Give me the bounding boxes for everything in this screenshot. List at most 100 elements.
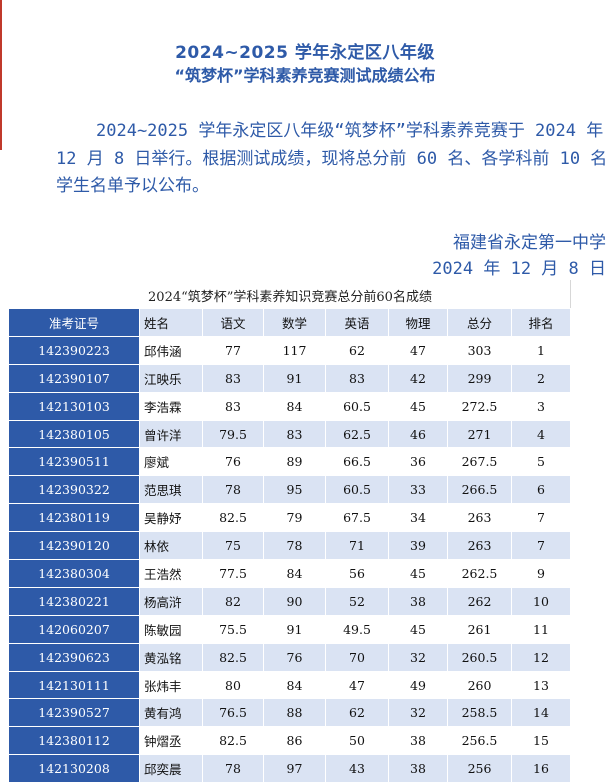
cell-name: 吴静妤 bbox=[139, 503, 203, 533]
cell-total: 261 bbox=[447, 614, 512, 644]
table-row: 142390120 林依 75 78 71 39 263 7 bbox=[8, 531, 571, 561]
cell-english: 50 bbox=[325, 726, 389, 756]
cell-name: 钟熠丞 bbox=[139, 726, 203, 756]
cell-physics: 45 bbox=[388, 614, 448, 644]
cell-total: 263 bbox=[447, 531, 512, 561]
header-rank: 排名 bbox=[511, 308, 571, 337]
cell-rank: 2 bbox=[511, 363, 571, 393]
cell-physics: 32 bbox=[388, 698, 448, 728]
cell-chinese: 78 bbox=[202, 754, 264, 783]
cell-name: 黄有鸿 bbox=[139, 698, 203, 728]
table-title: 2024“筑梦杯”学科素养知识竞赛总分前60名成绩 bbox=[148, 290, 432, 305]
cell-total: 256.5 bbox=[447, 726, 512, 756]
table-row: 142390107 江映乐 83 91 83 42 299 2 bbox=[8, 363, 571, 393]
cell-total: 263 bbox=[447, 503, 512, 533]
cell-name: 范思琪 bbox=[139, 475, 203, 505]
cell-math: 97 bbox=[263, 754, 326, 783]
cell-name: 邱伟涵 bbox=[139, 335, 203, 365]
table-row: 142380304 王浩然 77.5 84 56 45 262.5 9 bbox=[8, 559, 571, 588]
intro-paragraph: 2024~2025 学年永定区八年级“筑梦杯”学科素养竞赛于 2024 年 12… bbox=[56, 121, 608, 196]
cell-english: 60.5 bbox=[325, 391, 389, 421]
cell-math: 86 bbox=[263, 726, 326, 756]
cell-math: 78 bbox=[263, 531, 326, 561]
cell-total: 262 bbox=[447, 586, 512, 616]
cell-chinese: 82.5 bbox=[202, 503, 264, 533]
cell-math: 83 bbox=[263, 419, 326, 449]
cell-english: 43 bbox=[325, 754, 389, 783]
cell-exam-id: 142390107 bbox=[8, 363, 140, 393]
cell-chinese: 76.5 bbox=[202, 698, 264, 728]
cell-math: 91 bbox=[263, 614, 326, 644]
cell-name: 王浩然 bbox=[139, 559, 203, 588]
cell-exam-id: 142380119 bbox=[8, 503, 140, 533]
cell-exam-id: 142130111 bbox=[8, 670, 140, 700]
cell-english: 47 bbox=[325, 670, 389, 700]
cell-exam-id: 142130103 bbox=[8, 391, 140, 421]
cell-name: 李浩霖 bbox=[139, 391, 203, 421]
cell-exam-id: 142380221 bbox=[8, 586, 140, 616]
cell-physics: 33 bbox=[388, 475, 448, 505]
header-math: 数学 bbox=[263, 308, 326, 337]
cell-english: 56 bbox=[325, 559, 389, 588]
cell-exam-id: 142390623 bbox=[8, 642, 140, 672]
cell-english: 67.5 bbox=[325, 503, 389, 533]
table-row: 142380112 钟熠丞 82.5 86 50 38 256.5 15 bbox=[8, 726, 571, 756]
page-subtitle: “筑梦杯”学科素养竞赛测试成绩公布 bbox=[174, 66, 436, 85]
cell-math: 117 bbox=[263, 335, 326, 365]
cell-name: 黄泓铭 bbox=[139, 642, 203, 672]
cell-chinese: 80 bbox=[202, 670, 264, 700]
cell-chinese: 82.5 bbox=[202, 642, 264, 672]
cell-total: 267.5 bbox=[447, 447, 512, 477]
cell-physics: 45 bbox=[388, 391, 448, 421]
cell-chinese: 82.5 bbox=[202, 726, 264, 756]
table-row: 142130103 李浩霖 83 84 60.5 45 272.5 3 bbox=[8, 391, 571, 421]
table-header-row: 准考证号 姓名 语文 数学 英语 物理 总分 排名 bbox=[8, 308, 571, 337]
cell-total: 260.5 bbox=[447, 642, 512, 672]
cell-english: 49.5 bbox=[325, 614, 389, 644]
cell-exam-id: 142390120 bbox=[8, 531, 140, 561]
header-chinese: 语文 bbox=[202, 308, 264, 337]
cell-physics: 32 bbox=[388, 642, 448, 672]
cell-english: 62 bbox=[325, 335, 389, 365]
cell-physics: 38 bbox=[388, 586, 448, 616]
cell-english: 52 bbox=[325, 586, 389, 616]
cell-math: 91 bbox=[263, 363, 326, 393]
cell-math: 79 bbox=[263, 503, 326, 533]
results-table: 准考证号 姓名 语文 数学 英语 物理 总分 排名 142390223 邱伟涵 77… bbox=[8, 308, 571, 783]
cell-math: 90 bbox=[263, 586, 326, 616]
page-divider bbox=[570, 280, 571, 746]
cell-english: 83 bbox=[325, 363, 389, 393]
cell-total: 272.5 bbox=[447, 391, 512, 421]
cell-exam-id: 142390322 bbox=[8, 475, 140, 505]
header-total: 总分 bbox=[447, 308, 512, 337]
cell-english: 62.5 bbox=[325, 419, 389, 449]
header-physics: 物理 bbox=[388, 308, 448, 337]
cell-exam-id: 142380304 bbox=[8, 559, 140, 588]
cell-english: 66.5 bbox=[325, 447, 389, 477]
cell-rank: 11 bbox=[511, 614, 571, 644]
cell-exam-id: 142390511 bbox=[8, 447, 140, 477]
cell-physics: 46 bbox=[388, 419, 448, 449]
cell-rank: 5 bbox=[511, 447, 571, 477]
signature-date: 2024 年 12 月 8 日 bbox=[432, 259, 606, 279]
header-english: 英语 bbox=[325, 308, 389, 337]
cell-chinese: 77 bbox=[202, 335, 264, 365]
cell-rank: 6 bbox=[511, 475, 571, 505]
page-title: 2024~2025 学年永定区八年级 bbox=[175, 43, 435, 63]
cell-rank: 16 bbox=[511, 754, 571, 783]
cell-english: 62 bbox=[325, 698, 389, 728]
cell-total: 260 bbox=[447, 670, 512, 700]
cell-english: 70 bbox=[325, 642, 389, 672]
signature-org: 福建省永定第一中学 bbox=[453, 233, 606, 253]
cell-total: 303 bbox=[447, 335, 512, 365]
cell-rank: 7 bbox=[511, 503, 571, 533]
cell-math: 95 bbox=[263, 475, 326, 505]
cell-chinese: 75.5 bbox=[202, 614, 264, 644]
cell-rank: 14 bbox=[511, 698, 571, 728]
cell-math: 84 bbox=[263, 559, 326, 588]
cell-name: 陈敏园 bbox=[139, 614, 203, 644]
cell-rank: 9 bbox=[511, 559, 571, 588]
cell-exam-id: 142380105 bbox=[8, 419, 140, 449]
cell-math: 84 bbox=[263, 670, 326, 700]
table-row: 142060207 陈敏园 75.5 91 49.5 45 261 11 bbox=[8, 614, 571, 644]
